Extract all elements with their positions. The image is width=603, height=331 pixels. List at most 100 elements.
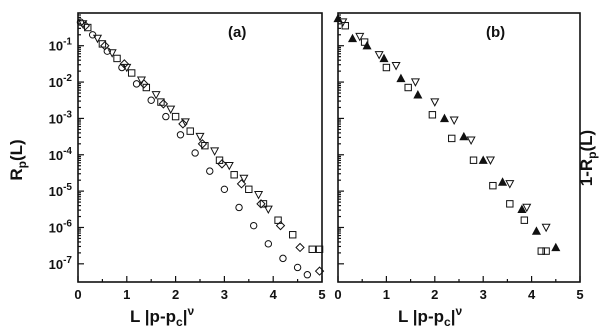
- diamond-point: [197, 139, 208, 149]
- square-point: [448, 134, 456, 143]
- x-tick-label: 1: [383, 287, 390, 302]
- y-tick-label: 10-4: [49, 146, 73, 163]
- triangle-down-point: [210, 147, 220, 156]
- triangle-down-point: [449, 116, 459, 125]
- diamond-point: [314, 266, 325, 276]
- square-point: [404, 83, 412, 92]
- triangle-up-point: [531, 226, 541, 235]
- triangle-down-point: [239, 174, 249, 184]
- circle-point: [147, 96, 155, 104]
- triangle-up-point: [551, 242, 561, 252]
- square-point: [428, 111, 437, 119]
- triangle-down-point: [151, 91, 161, 100]
- square-point: [171, 112, 180, 121]
- triangle-down-point: [92, 34, 103, 44]
- circle-point: [220, 185, 229, 194]
- square-point: [308, 245, 316, 253]
- square-point: [360, 38, 369, 46]
- y-tick-label: 10-2: [49, 73, 73, 90]
- y-tick-label: 10-7: [49, 255, 73, 272]
- square-point: [259, 200, 268, 208]
- triangle-up-point: [396, 73, 406, 83]
- diamond-point: [158, 99, 169, 109]
- triangle-up-point: [347, 33, 358, 43]
- circle-point: [132, 80, 141, 88]
- y-tick-label: 10-6: [49, 218, 73, 235]
- square-point: [341, 22, 349, 30]
- circle-point: [293, 263, 302, 272]
- panel-label: (b): [486, 24, 505, 41]
- circle-point: [191, 149, 199, 157]
- diamond-point: [236, 179, 247, 189]
- x-tick-label: 5: [576, 287, 583, 302]
- panel-b: 0 1 2 3 4 5 (b): [333, 12, 584, 302]
- square-point: [230, 171, 238, 179]
- square-point: [489, 181, 497, 190]
- circle-point: [206, 167, 214, 175]
- triangle-down-point: [263, 205, 273, 215]
- circle-point: [264, 240, 273, 248]
- diamond-point: [139, 79, 149, 89]
- diamond-point: [178, 119, 188, 129]
- plot-frame: [77, 12, 323, 283]
- square-point: [469, 156, 478, 164]
- circle-point: [76, 18, 85, 26]
- triangle-up-point: [478, 155, 488, 164]
- square-point: [315, 245, 324, 253]
- triangle-down-point: [485, 156, 495, 165]
- triangle-down-point: [195, 132, 205, 142]
- x-tick-label: 4: [528, 287, 536, 302]
- x-tick-label: 0: [74, 287, 81, 302]
- circle-point: [279, 254, 287, 263]
- plot-frame: [337, 12, 581, 283]
- triangle-down-point: [541, 223, 551, 233]
- triangle-down-point: [355, 32, 365, 42]
- circle-point: [235, 203, 243, 212]
- triangle-up-point: [379, 53, 389, 63]
- x-tick-label: 5: [318, 287, 325, 302]
- diamond-point: [100, 41, 110, 51]
- circle-point: [303, 271, 312, 279]
- triangle-up-point: [439, 113, 450, 123]
- y-tick-label: 10-1: [49, 37, 73, 54]
- triangle-down-point: [166, 105, 176, 115]
- x-tick-label: 3: [221, 287, 228, 302]
- triangle-down-point: [374, 51, 384, 60]
- square-point: [382, 63, 391, 72]
- square-point: [289, 231, 297, 239]
- panel-a: 0 1 2 3 4 5 10-1 10-2 10-3 10-4 10-5 10-6 10-7 (a): [49, 12, 326, 302]
- triangle-down-point: [224, 161, 234, 171]
- x-tick-label: 2: [431, 287, 438, 302]
- x-tick-label: 3: [480, 287, 487, 302]
- triangle-down-point: [466, 136, 476, 145]
- diamond-point: [275, 220, 286, 231]
- diamond-point: [217, 159, 227, 169]
- x-axis-title-left: L |p-pc|ν: [130, 304, 194, 329]
- triangle-down-point: [107, 49, 117, 58]
- triangle-down-point: [430, 98, 440, 107]
- y-tick-label: 10-3: [49, 109, 73, 126]
- diamond-point: [80, 21, 91, 31]
- square-point: [113, 54, 121, 63]
- triangle-down-point: [505, 180, 515, 189]
- triangle-up-point: [517, 204, 527, 213]
- square-point: [506, 200, 514, 208]
- triangle-up-point: [498, 177, 508, 186]
- triangle-down-point: [522, 203, 532, 213]
- triangle-up-point: [459, 131, 469, 141]
- square-point: [186, 127, 194, 135]
- triangle-down-point: [391, 62, 401, 71]
- x-tick-label: 1: [123, 287, 130, 302]
- y-tick-label: 10-5: [49, 182, 73, 199]
- square-point: [127, 69, 136, 77]
- triangle-down-point: [254, 191, 264, 200]
- triangle-down-point: [180, 118, 190, 127]
- square-point: [542, 247, 550, 255]
- x-tick-label: 4: [270, 287, 278, 302]
- triangle-up-point: [413, 90, 423, 99]
- x-tick-label: 0: [334, 287, 341, 302]
- y-axis-title-left: Rp(L): [7, 139, 29, 180]
- diamond-point: [256, 199, 266, 209]
- circle-point: [249, 221, 258, 230]
